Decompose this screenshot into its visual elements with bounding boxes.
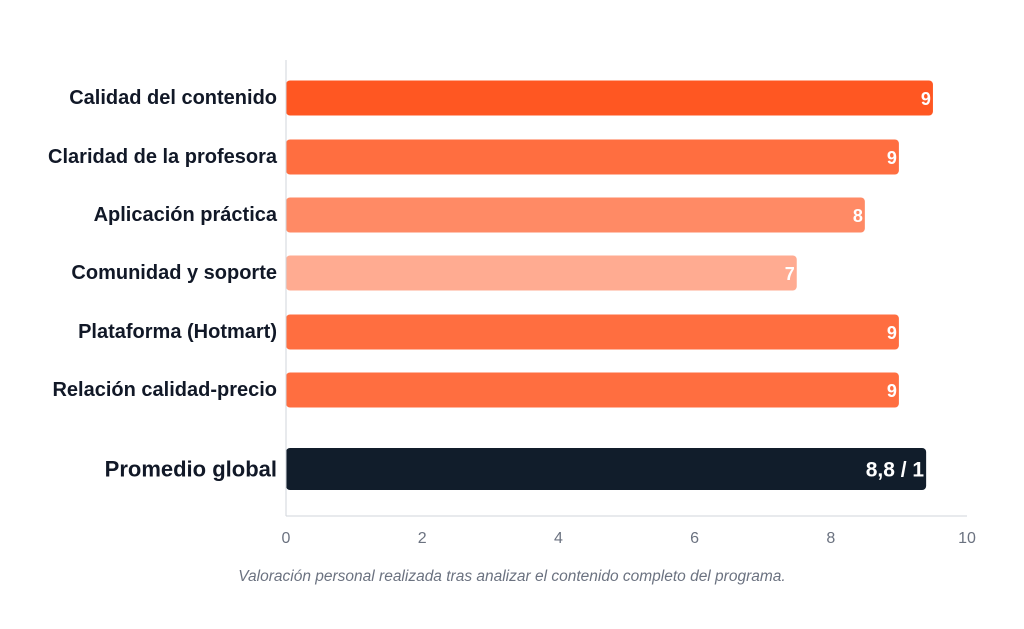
- category-label-claridad-de-la-profesora: Claridad de la profesora: [48, 146, 278, 168]
- bar-plataforma-hotmart: [286, 314, 899, 350]
- chart-caption: Valoración personal realizada tras anali…: [238, 568, 786, 585]
- value-label-claridad-de-la-profesora: 9: [887, 148, 897, 168]
- bars-group: [286, 80, 933, 490]
- category-label-promedio-global: Promedio global: [105, 457, 277, 482]
- x-tick-label-6: 6: [690, 530, 699, 547]
- bar-aplicacion-practica: [286, 197, 865, 233]
- x-tick-label-10: 10: [958, 530, 976, 547]
- x-tick-label-2: 2: [418, 530, 427, 547]
- value-label-promedio-global: 8,8 / 1: [866, 459, 925, 482]
- bar-promedio-global: [286, 448, 927, 490]
- category-label-plataforma-hotmart: Plataforma (Hotmart): [78, 321, 277, 343]
- bar-calidad-del-contenido: [286, 80, 933, 116]
- category-label-relacion-calidad-precio: Relación calidad-precio: [52, 379, 277, 401]
- category-labels-group: Calidad del contenido Claridad de la prof…: [48, 87, 278, 482]
- category-label-comunidad-y-soporte: Comunidad y soporte: [71, 262, 277, 284]
- x-tick-label-8: 8: [826, 530, 835, 547]
- value-label-calidad-del-contenido: 9: [921, 89, 931, 109]
- bar-relacion-calidad-precio: [286, 372, 899, 408]
- x-tick-label-0: 0: [282, 530, 291, 547]
- bar-comunidad-y-soporte: [286, 255, 797, 291]
- x-tick-label-4: 4: [554, 530, 563, 547]
- bar-claridad-de-la-profesora: [286, 139, 899, 175]
- value-label-relacion-calidad-precio: 9: [887, 381, 897, 401]
- value-labels-group: 9 9 8 7 9 9 8,8 / 1: [785, 89, 931, 482]
- x-ticks-group: 0 2 4 6 8 10: [282, 530, 976, 547]
- category-label-calidad-del-contenido: Calidad del contenido: [69, 87, 277, 109]
- value-label-aplicacion-practica: 8: [853, 206, 863, 226]
- category-label-aplicacion-practica: Aplicación práctica: [94, 204, 278, 226]
- value-label-comunidad-y-soporte: 7: [785, 264, 795, 284]
- value-label-plataforma-hotmart: 9: [887, 323, 897, 343]
